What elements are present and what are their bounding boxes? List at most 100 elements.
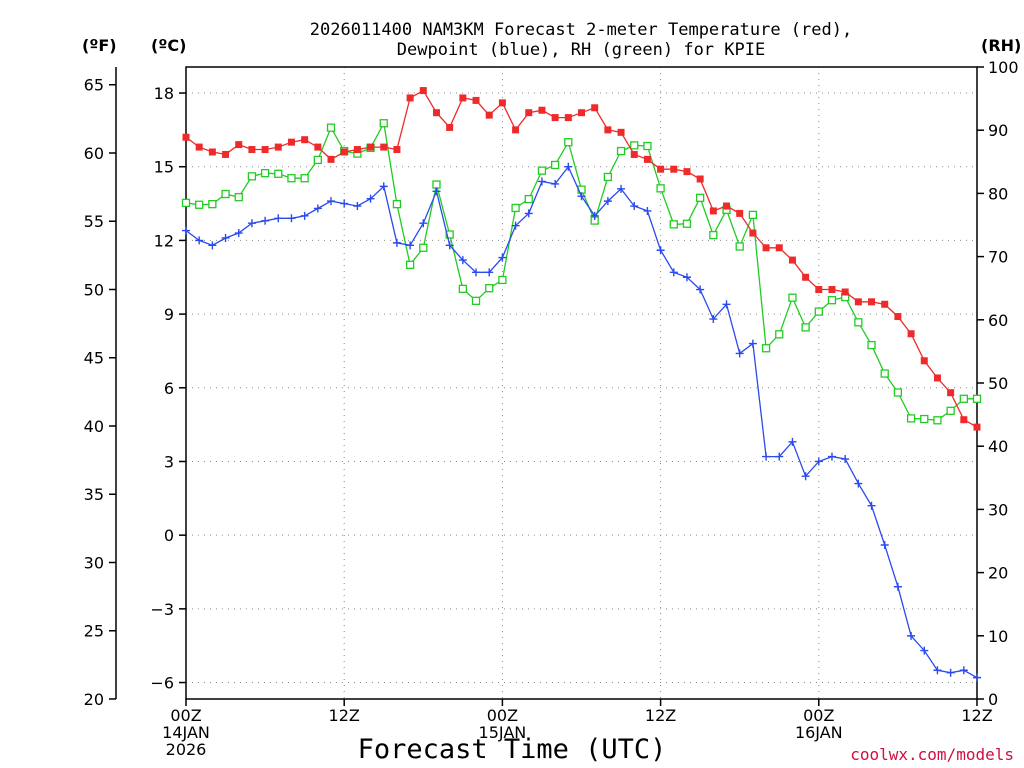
data-point — [814, 457, 823, 466]
data-point — [300, 211, 309, 220]
data-point — [445, 230, 454, 239]
data-point — [274, 169, 283, 178]
data-point — [577, 192, 586, 201]
data-point — [748, 339, 757, 348]
data-point — [537, 166, 547, 175]
data-point — [221, 189, 230, 199]
data-point — [657, 165, 665, 173]
data-point — [485, 268, 494, 277]
data-point — [761, 344, 771, 353]
rh-tick-label: 70 — [988, 248, 1008, 267]
data-point — [894, 313, 902, 321]
data-point — [670, 165, 678, 173]
data-point — [868, 298, 876, 306]
series-temperature — [182, 87, 981, 431]
data-point — [590, 211, 599, 220]
data-point — [656, 184, 665, 193]
data-point — [656, 246, 665, 255]
data-point — [498, 253, 507, 262]
data-point — [419, 219, 428, 228]
data-point — [314, 143, 322, 151]
x-tick-label: 00Z — [170, 706, 201, 725]
data-point — [802, 273, 810, 281]
unit-label-rh: (RH) — [981, 36, 1021, 55]
data-point — [762, 452, 771, 461]
data-point — [841, 455, 850, 464]
data-point — [788, 437, 797, 446]
data-point — [947, 389, 955, 397]
data-point — [696, 193, 705, 202]
data-point — [406, 241, 415, 250]
data-point — [682, 219, 692, 228]
data-point — [630, 202, 639, 211]
data-point — [208, 148, 216, 156]
data-point — [748, 210, 758, 220]
f-tick-label: 25 — [84, 622, 104, 641]
data-point — [603, 172, 613, 182]
data-point — [313, 155, 322, 165]
data-point — [854, 318, 863, 327]
x-tick-label: 12Z — [645, 706, 676, 725]
data-point — [261, 146, 269, 154]
data-point — [287, 138, 295, 146]
data-point — [893, 582, 902, 591]
data-point — [669, 220, 678, 229]
series-rh — [181, 119, 982, 425]
rh-tick-label: 80 — [988, 184, 1008, 203]
data-point — [445, 241, 454, 250]
data-point — [498, 99, 506, 107]
data-point — [300, 174, 309, 183]
data-point — [525, 109, 533, 117]
x-tick-label: 15JAN — [479, 723, 527, 742]
data-point — [432, 109, 440, 117]
rh-tick-label: 0 — [988, 690, 998, 709]
rh-tick-label: 40 — [988, 437, 1008, 456]
data-point — [827, 452, 836, 461]
data-point — [511, 221, 520, 230]
data-point — [551, 114, 559, 122]
data-point — [973, 423, 981, 431]
data-point — [406, 94, 414, 102]
data-point — [222, 150, 230, 158]
data-point — [208, 241, 217, 250]
data-point — [735, 349, 744, 358]
data-point — [933, 374, 941, 382]
data-point — [564, 162, 573, 171]
rh-tick-label: 10 — [988, 627, 1008, 646]
c-tick-label: 9 — [164, 305, 174, 324]
data-point — [564, 138, 573, 147]
data-point — [419, 243, 428, 252]
data-point — [603, 197, 612, 206]
data-point — [723, 202, 731, 210]
data-point — [512, 126, 520, 134]
data-point — [419, 87, 427, 95]
data-point — [287, 214, 296, 223]
data-point — [669, 268, 678, 277]
c-tick-label: 15 — [154, 158, 174, 177]
data-point — [788, 293, 797, 302]
rh-tick-label: 60 — [988, 311, 1008, 330]
data-point — [973, 673, 981, 682]
data-point — [630, 141, 639, 150]
data-point — [182, 226, 190, 235]
data-point — [775, 452, 784, 461]
rh-tick-label: 90 — [988, 121, 1008, 140]
data-point — [432, 187, 441, 196]
data-point — [485, 284, 494, 293]
data-point — [788, 256, 796, 264]
axis-rh: 0 10 20 30 40 50 60 70 80 90 100 — [977, 58, 1019, 709]
data-point — [630, 150, 638, 158]
data-point — [643, 141, 652, 151]
data-point — [393, 146, 401, 154]
data-point — [643, 206, 652, 215]
data-point — [643, 155, 651, 163]
c-tick-label: −3 — [150, 600, 174, 619]
series-dewpoint — [182, 162, 981, 682]
data-point — [353, 202, 362, 211]
data-point — [471, 296, 481, 305]
rh-tick-label: 100 — [988, 58, 1019, 77]
series-line — [185, 121, 977, 421]
data-point — [366, 194, 375, 203]
data-point — [959, 394, 968, 403]
